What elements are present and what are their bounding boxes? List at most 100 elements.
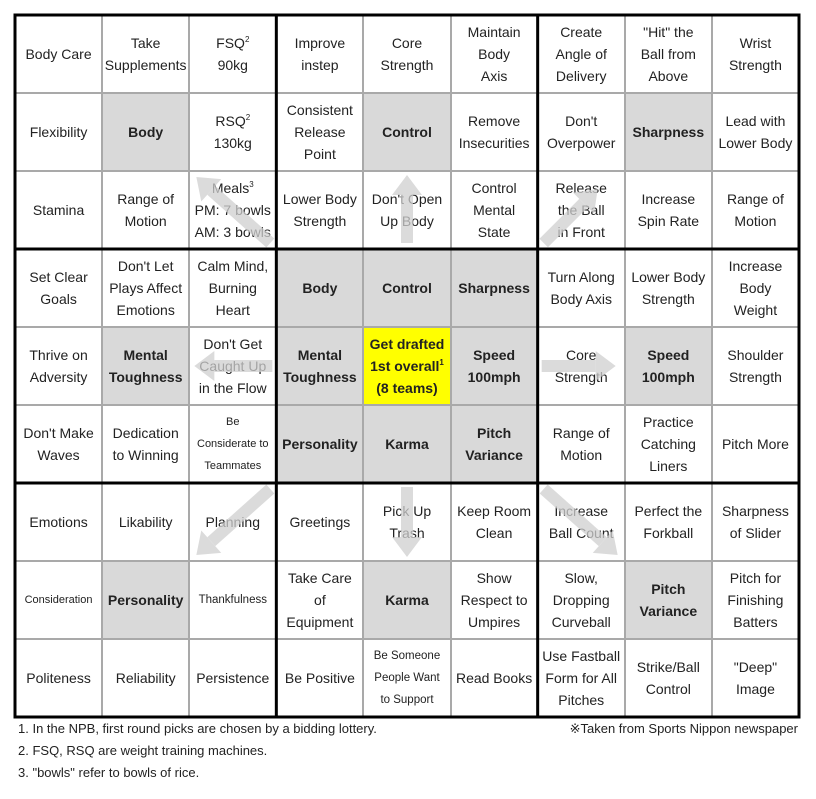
cell-text: Personality [107,592,184,608]
cell-line: Body Axis [550,288,611,310]
cell-line: Core [566,344,596,366]
cell-text: Personality [282,436,358,452]
cell-line: Emotions [29,511,87,533]
cell-text: Set Clear [29,269,88,285]
cell-line: Control [382,121,432,143]
cell-line: Increase [554,500,608,522]
cell-line: Control [382,277,432,299]
cell-line: Speed [473,344,515,366]
cell-line: Don't Open [372,188,442,210]
footnote-marker: 1 [439,358,444,367]
item-cell: Don't Let Plays Affect Emotions [103,250,189,326]
cell-line: Set Clear [29,266,87,288]
cell-line: Don't [565,110,597,132]
cell-text: Take [130,35,161,51]
cell-line: Lead with [725,110,785,132]
cell-line: Supplements [105,54,187,76]
cell-text: Pitch More [721,436,789,452]
cell-text: Toughness [283,369,357,385]
item-cell: Read Books [451,640,537,716]
cell-text: Speed [647,347,690,363]
cell-line: Lower Body [631,266,705,288]
cell-line: Emotions [116,299,174,321]
cell-line: Don't Make [23,422,93,444]
cell-text: Ball Count [548,525,614,541]
central-goal-cell: Get drafted 1st overall1 (8 teams) [364,328,450,404]
cell-line: Body Care [25,43,91,65]
cell-text: Respect to [460,592,528,608]
cell-line: Variance [640,600,698,622]
cell-line: Strength [555,366,608,388]
cell-text: Supplements [104,57,187,73]
cell-line: Likability [119,511,173,533]
cell-text: Consideration [24,594,93,606]
cell-text: Control [645,681,691,697]
theme-cell: Personality [103,562,189,638]
cell-line: Pitch for [730,567,781,589]
item-cell: Stamina [16,172,102,248]
cell-text: Core [566,347,597,363]
item-cell: Be Considerate to Teammates [190,406,276,482]
cell-text: Weight [733,302,778,318]
item-cell: Range of Motion [103,172,189,248]
cell-text: Pick Up [382,503,432,519]
cell-line: Strength [293,210,346,232]
cell-text: Shoulder [727,347,784,363]
cell-line: Overpower [547,132,615,154]
cell-text: Angle of [555,46,607,62]
item-cell: Pick Up Trash [364,484,450,560]
item-cell: Increase Spin Rate [625,172,711,248]
cell-text: Axis [480,68,508,84]
cell-text: Curveball [551,614,611,630]
cell-text: Reliability [115,670,176,686]
cell-line: Body [478,43,510,65]
cell-line: Read Books [456,667,532,689]
cell-text: instep [301,57,339,73]
cell-text: Considerate to [197,438,269,450]
cell-line: Ball Count [549,522,614,544]
cell-text: Perfect the [634,503,703,519]
cell-text: State [477,224,511,240]
item-cell: Take Care of Equipment [277,562,363,638]
cell-text: Keep Room [457,503,532,519]
item-cell: Thankfulness [190,562,276,638]
item-cell: Control Mental State [451,172,537,248]
item-cell: Sharpness of Slider [712,484,798,560]
cell-line: Toughness [283,366,357,388]
cell-line: "Hit" the [643,21,693,43]
cell-line: Lower Body [718,132,792,154]
goal-mandala-chart: Body Care Take Supplements FSQ2 90kg Improve i… [15,15,799,717]
cell-text: Control [471,180,517,196]
cell-text: Control [382,124,432,140]
cell-line: in Front [557,221,604,243]
cell-line: Burning [209,277,257,299]
cell-text: "Deep" [733,659,778,675]
cell-line: Delivery [556,65,607,87]
cell-text: Clean [475,525,513,541]
cell-text: Insecurities [458,135,530,151]
cell-text: Planning [205,514,261,530]
cell-text: Strength [554,369,608,385]
cell-text: (8 teams) [376,380,438,396]
item-cell: Be Positive [277,640,363,716]
cell-text: Be [226,416,240,428]
cell-text: Strength [728,57,782,73]
cell-text: 1st overall [370,358,440,374]
item-cell: Dedication to Winning [103,406,189,482]
cell-text: Turn Along [547,269,615,285]
cell-text: Emotions [116,302,175,318]
cell-text: Create [560,24,603,40]
cell-text: Practice [643,414,694,430]
cell-text: 100mph [641,369,695,385]
cell-line: RSQ2 [215,110,250,132]
cell-line: Use Fastball [542,645,620,667]
item-cell: Improve instep [277,16,363,92]
cell-line: PM: 7 bowls [195,199,271,221]
item-cell: Don't Make Waves [16,406,102,482]
cell-line: Increase [729,255,783,277]
cell-line: Variance [465,444,523,466]
cell-text: Body [739,280,772,296]
cell-line: Be Positive [285,667,355,689]
cell-text: Thankfulness [198,594,267,606]
source-note: ※Taken from Sports Nippon newspaper [569,721,798,736]
